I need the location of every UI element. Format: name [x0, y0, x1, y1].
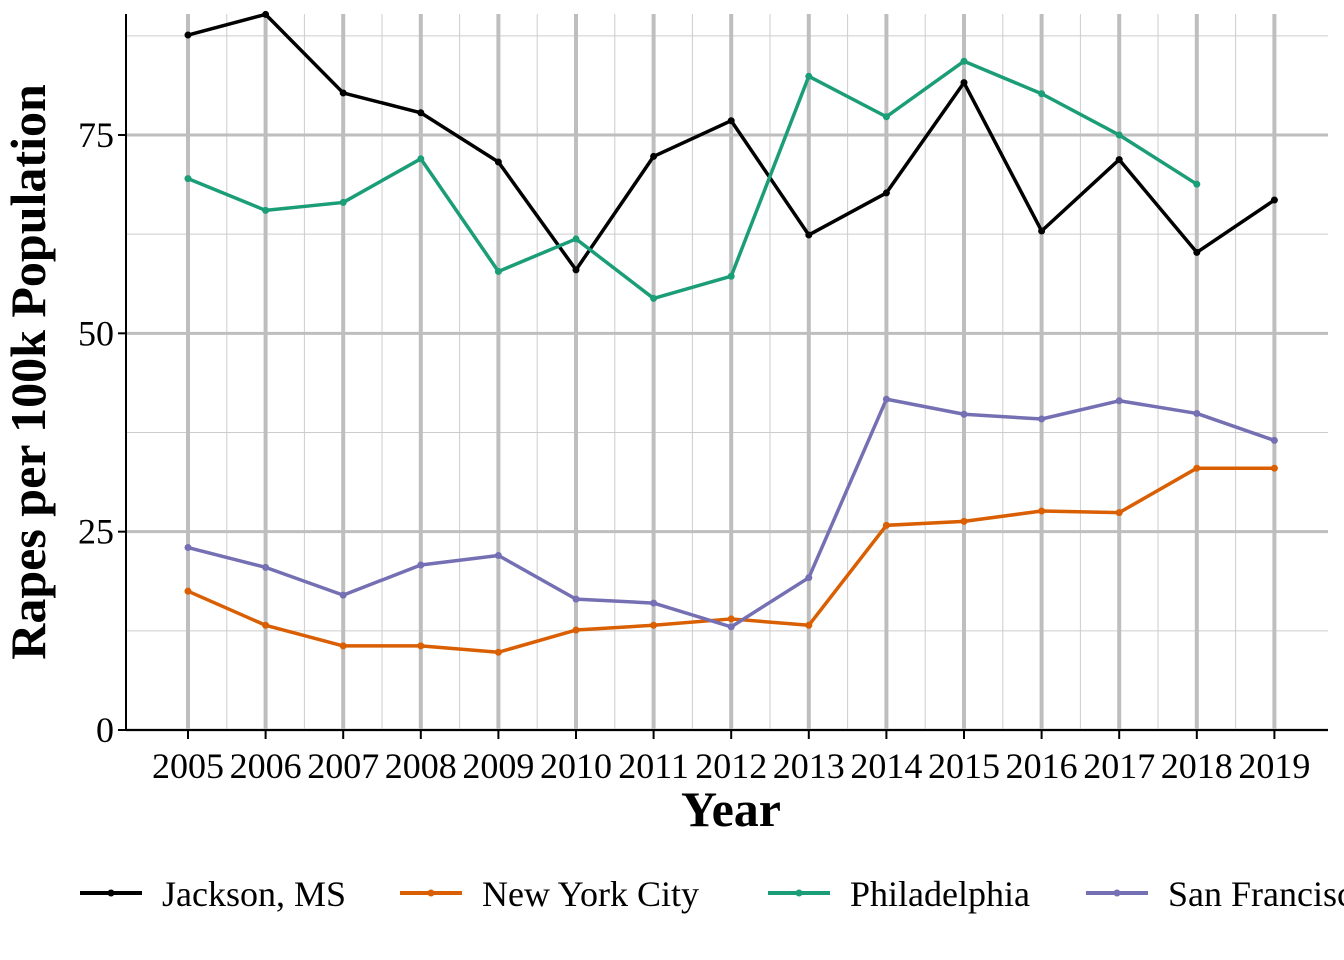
data-point-new-york-city	[650, 621, 658, 629]
y-tick-label: 50	[78, 313, 114, 353]
x-tick-label: 2005	[152, 746, 224, 786]
data-point-san-francisco	[572, 595, 580, 603]
data-point-jackson-ms	[1193, 248, 1201, 256]
x-axis-tick-labels: 2005 2006 2007 2008 2009 2010 2011 2012 2013 2014…	[152, 730, 1310, 786]
data-point-philadelphia	[417, 155, 425, 163]
x-tick-label: 2007	[307, 746, 379, 786]
data-point-new-york-city	[805, 621, 813, 629]
legend-label: Philadelphia	[850, 874, 1030, 914]
data-point-jackson-ms	[1115, 156, 1123, 164]
x-tick-label: 2010	[540, 746, 612, 786]
x-tick-label: 2016	[1006, 746, 1078, 786]
data-point-new-york-city	[417, 642, 425, 650]
series-line-philadelphia	[187, 59, 1198, 301]
x-tick-label: 2018	[1161, 746, 1233, 786]
series-lines	[184, 10, 1278, 656]
data-point-new-york-city	[572, 626, 580, 634]
data-point-san-francisco	[805, 574, 813, 582]
x-tick-label: 2008	[385, 746, 457, 786]
data-point-philadelphia	[882, 113, 890, 121]
legend-label: San Francisco	[1168, 874, 1344, 914]
data-point-philadelphia	[1193, 180, 1201, 188]
data-point-philadelphia	[1115, 131, 1123, 139]
data-point-philadelphia	[960, 57, 968, 65]
data-point-jackson-ms	[960, 79, 968, 87]
data-point-jackson-ms	[882, 189, 890, 197]
data-point-new-york-city	[184, 587, 192, 595]
data-point-jackson-ms	[339, 89, 347, 97]
x-tick-label: 2014	[850, 746, 922, 786]
data-point-philadelphia	[184, 175, 192, 183]
data-point-philadelphia	[262, 206, 270, 214]
x-tick-label: 2011	[618, 746, 689, 786]
y-tick-label: 75	[78, 115, 114, 155]
y-tick-label: 0	[96, 710, 114, 750]
data-point-new-york-city	[960, 517, 968, 525]
data-point-san-francisco	[184, 544, 192, 552]
data-point-jackson-ms	[184, 31, 192, 39]
legend-key-point	[107, 889, 115, 897]
data-point-san-francisco	[727, 623, 735, 631]
data-point-new-york-city	[727, 615, 735, 623]
data-point-jackson-ms	[417, 109, 425, 117]
data-point-new-york-city	[262, 621, 270, 629]
data-point-jackson-ms	[727, 117, 735, 125]
data-point-new-york-city	[1270, 464, 1278, 472]
data-point-jackson-ms	[494, 158, 502, 166]
x-tick-label: 2015	[928, 746, 1000, 786]
data-point-philadelphia	[339, 198, 347, 206]
data-point-philadelphia	[650, 294, 658, 302]
minor-gridlines	[126, 14, 1328, 730]
x-tick-label: 2017	[1083, 746, 1155, 786]
legend-label: Jackson, MS	[162, 874, 346, 914]
data-point-jackson-ms	[1270, 196, 1278, 204]
data-point-philadelphia	[494, 267, 502, 275]
legend-label: New York City	[482, 874, 699, 914]
data-point-new-york-city	[339, 642, 347, 650]
data-point-san-francisco	[339, 591, 347, 599]
data-point-jackson-ms	[1038, 227, 1046, 235]
axes	[125, 14, 1328, 731]
data-point-philadelphia	[1038, 90, 1046, 98]
data-point-san-francisco	[1193, 409, 1201, 417]
x-tick-label: 2009	[462, 746, 534, 786]
y-tick-label: 25	[78, 512, 114, 552]
data-point-san-francisco	[417, 561, 425, 569]
data-point-new-york-city	[1038, 507, 1046, 515]
data-point-philadelphia	[727, 272, 735, 280]
data-point-san-francisco	[1038, 415, 1046, 423]
legend-key-point	[795, 889, 803, 897]
x-tick-label: 2006	[230, 746, 302, 786]
legend: Jackson, MS New York City Philadelphia San …	[80, 874, 1344, 914]
data-point-san-francisco	[1115, 397, 1123, 405]
data-point-new-york-city	[1115, 509, 1123, 517]
data-point-san-francisco	[882, 395, 890, 403]
data-point-san-francisco	[960, 410, 968, 418]
data-point-philadelphia	[805, 72, 813, 80]
data-point-san-francisco	[1270, 436, 1278, 444]
data-point-philadelphia	[572, 235, 580, 243]
y-axis-title: Rapes per 100k Population	[0, 84, 56, 660]
data-point-jackson-ms	[572, 266, 580, 274]
x-axis-title: Year	[681, 781, 781, 837]
x-tick-label: 2013	[773, 746, 845, 786]
y-axis-tick-labels: 0 25 50 75	[78, 115, 126, 750]
data-point-jackson-ms	[650, 152, 658, 160]
data-point-san-francisco	[262, 563, 270, 571]
legend-key-point	[427, 889, 435, 897]
legend-key-point	[1113, 889, 1121, 897]
data-point-new-york-city	[494, 648, 502, 656]
data-point-new-york-city	[882, 521, 890, 529]
data-point-jackson-ms	[262, 10, 270, 18]
data-point-san-francisco	[494, 551, 502, 559]
data-point-new-york-city	[1193, 464, 1201, 472]
x-tick-label: 2019	[1238, 746, 1310, 786]
data-point-jackson-ms	[805, 231, 813, 239]
data-point-san-francisco	[650, 599, 658, 607]
x-tick-label: 2012	[695, 746, 767, 786]
